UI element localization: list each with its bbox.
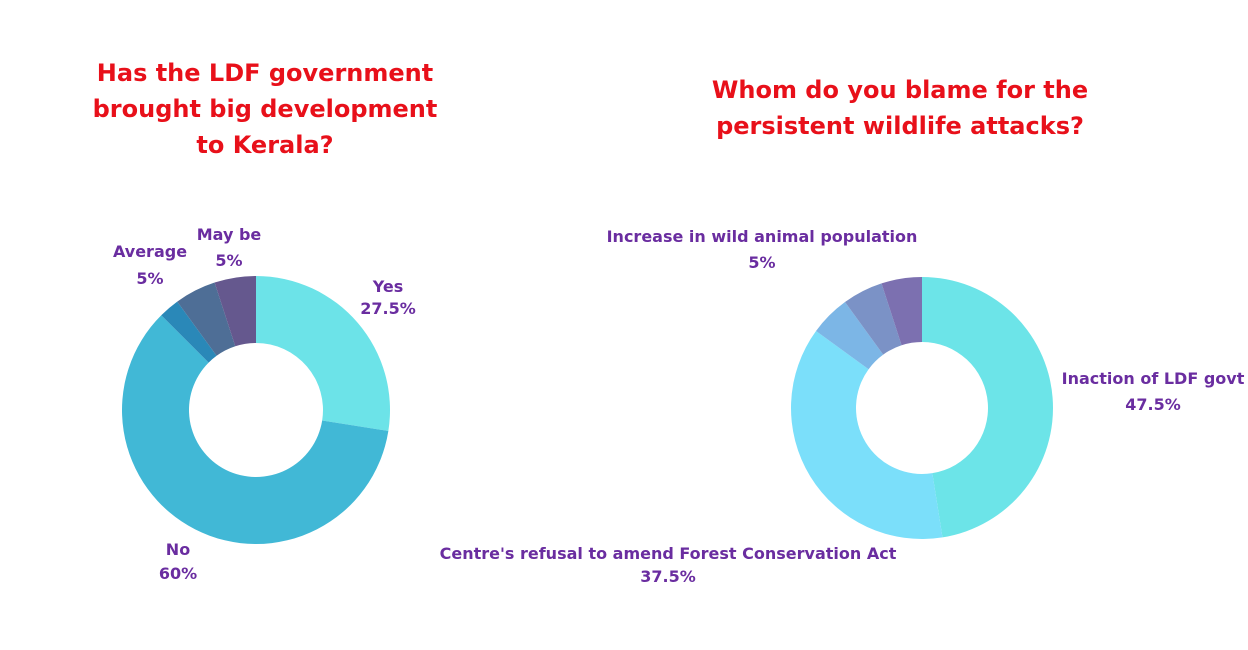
wildlife-slice-3 — [845, 283, 902, 355]
value-inaction-ldf-govt: 47.5% — [1125, 395, 1181, 414]
wildlife-slice-0 — [922, 277, 1053, 538]
label-yes: Yes — [372, 277, 404, 296]
wildlife-slice-4 — [881, 277, 922, 346]
value-average: 5% — [136, 269, 163, 288]
development-slice-3 — [177, 282, 236, 356]
label-average: Average — [113, 242, 187, 261]
donut-chart-development — [122, 276, 390, 544]
label-inaction-ldf-govt: Inaction of LDF govt — [1062, 369, 1245, 388]
value-may-be: 5% — [215, 251, 242, 270]
label-centres-refusal: Centre's refusal to amend Forest Conserv… — [440, 544, 897, 563]
development-slice-4 — [214, 276, 256, 347]
value-centres-refusal: 37.5% — [640, 567, 696, 586]
development-slice-2 — [161, 301, 217, 363]
wildlife-slice-2 — [816, 302, 884, 370]
value-no: 60% — [159, 564, 197, 583]
value-yes: 27.5% — [360, 299, 416, 318]
value-wild-animal-population: 5% — [748, 253, 775, 272]
chart-1-title: Has the LDF government brought big devel… — [92, 59, 438, 159]
label-wild-animal-population: Increase in wild animal population — [607, 227, 918, 246]
development-slice-0 — [256, 276, 390, 431]
donut-chart-wildlife — [791, 277, 1053, 539]
label-may-be: May be — [197, 225, 262, 244]
label-no: No — [166, 540, 190, 559]
wildlife-slice-1 — [791, 331, 943, 539]
chart-2-title: Whom do you blame for the persistent wil… — [711, 76, 1089, 140]
development-slice-1 — [122, 315, 389, 544]
